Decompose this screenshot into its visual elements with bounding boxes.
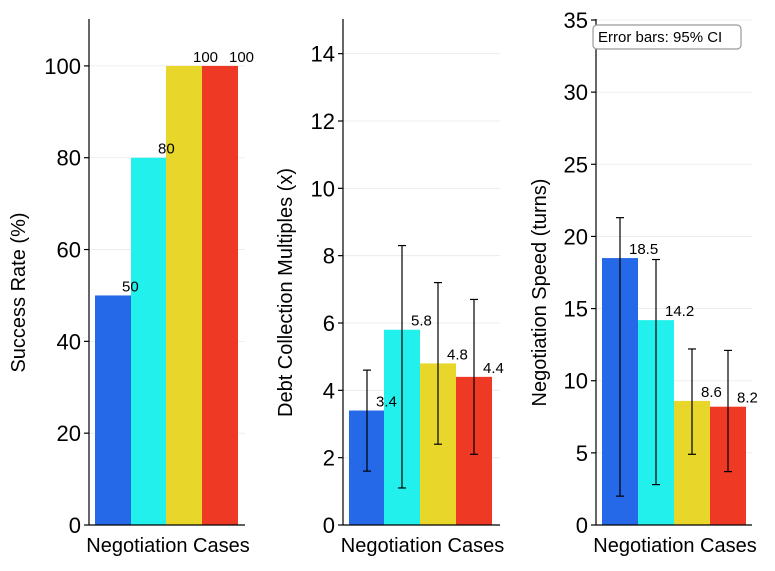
data-label: 8.6 bbox=[701, 384, 722, 401]
y-axis-label: Debt Collection Multiples (x) bbox=[275, 168, 297, 417]
y-tick-label: 4 bbox=[323, 378, 335, 403]
y-tick-label: 25 bbox=[564, 152, 588, 177]
y-tick-label: 5 bbox=[576, 441, 588, 466]
data-label: 14.2 bbox=[665, 303, 694, 320]
chart-panel-1: 50 80 100 100 0 20 40 60 80 100 Negotiation Cases S… bbox=[8, 19, 254, 557]
legend-box bbox=[592, 24, 742, 50]
data-label: 4.4 bbox=[483, 360, 504, 377]
data-label: 4.8 bbox=[447, 346, 468, 363]
y-tick-label: 10 bbox=[564, 369, 588, 394]
data-label: 100 bbox=[229, 49, 254, 66]
y-tick-label: 20 bbox=[564, 224, 588, 249]
y-tick-label: 0 bbox=[69, 513, 81, 538]
y-tick-label: 6 bbox=[323, 311, 335, 336]
y-tick-label: 8 bbox=[323, 244, 335, 269]
chart-panel-3: 18.5 14.2 8.6 8.2 0 5 10 15 20 25 30 35 Negotiation … bbox=[529, 8, 758, 557]
data-label: 18.5 bbox=[629, 241, 658, 258]
y-tick-label: 2 bbox=[323, 446, 335, 471]
y-tick-label: 80 bbox=[57, 146, 81, 171]
y-tick-label: 0 bbox=[576, 513, 588, 538]
y-tick-label: 60 bbox=[57, 238, 81, 263]
x-axis-label: Negotiation Cases bbox=[341, 535, 504, 557]
y-tick-label: 15 bbox=[564, 297, 588, 322]
bar bbox=[95, 295, 131, 525]
chart-panel-2: 3.4 5.8 4.8 4.4 0 2 4 6 8 10 12 14 Negotiation Cases… bbox=[275, 19, 504, 557]
y-tick-label: 12 bbox=[311, 109, 335, 134]
data-label: 8.2 bbox=[737, 390, 758, 407]
y-axis-label: Success Rate (%) bbox=[8, 212, 30, 372]
data-label: 80 bbox=[158, 141, 175, 158]
data-label: 5.8 bbox=[411, 313, 432, 330]
y-tick-label: 35 bbox=[564, 8, 588, 33]
bar bbox=[131, 157, 167, 525]
bar bbox=[166, 65, 202, 525]
data-label: 100 bbox=[193, 49, 218, 66]
y-tick-label: 10 bbox=[311, 176, 335, 201]
x-axis-label: Negotiation Cases bbox=[86, 535, 249, 557]
y-tick-label: 40 bbox=[57, 329, 81, 354]
y-tick-label: 0 bbox=[323, 513, 335, 538]
x-axis-label: Negotiation Cases bbox=[593, 535, 756, 557]
y-axis-label: Negotiation Speed (turns) bbox=[529, 179, 551, 407]
y-tick-label: 14 bbox=[311, 42, 335, 67]
legend-text: Error bars: 95% CI bbox=[598, 29, 722, 46]
y-tick-label: 30 bbox=[564, 80, 588, 105]
y-tick-label: 100 bbox=[44, 54, 81, 79]
bar bbox=[202, 65, 238, 525]
data-label: 50 bbox=[122, 278, 139, 295]
y-tick-label: 20 bbox=[57, 421, 81, 446]
data-label: 3.4 bbox=[376, 394, 397, 411]
